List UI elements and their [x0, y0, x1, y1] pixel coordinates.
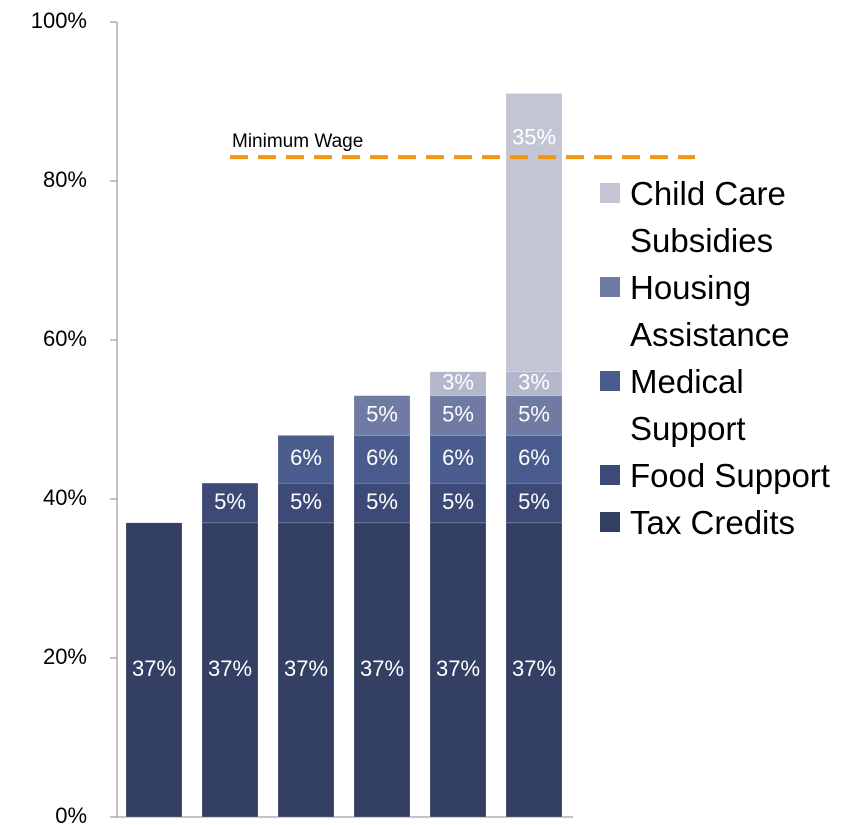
data-label: 37% — [436, 656, 480, 681]
bar-segment — [429, 435, 487, 484]
data-label: 6% — [366, 445, 398, 470]
data-label: 5% — [366, 489, 398, 514]
y-tick-label: 0% — [55, 803, 87, 825]
legend-label: Tax Credits — [630, 504, 796, 541]
data-label: 5% — [518, 489, 550, 514]
bar-segment — [505, 522, 563, 818]
data-label: 5% — [442, 401, 474, 426]
bar-segment — [505, 435, 563, 484]
bar-segment — [353, 482, 411, 524]
bar-segment — [505, 93, 563, 373]
data-label: 3% — [442, 370, 474, 395]
legend-label: Housing Assistance — [630, 269, 790, 353]
legend: Child Care Subsidies Housing Assistance Me… — [600, 170, 840, 546]
legend-swatch — [600, 465, 620, 485]
legend-label: Child Care Subsidies — [630, 175, 786, 259]
data-label: 37% — [360, 656, 404, 681]
legend-label: Food Support — [630, 457, 830, 494]
legend-swatch — [600, 512, 620, 532]
y-tick-label: 20% — [43, 644, 87, 669]
bar-segment — [201, 522, 259, 818]
bar-segment — [505, 395, 563, 436]
bar-segment — [429, 395, 487, 436]
legend-swatch — [600, 183, 620, 203]
legend-item: Child Care Subsidies — [600, 170, 840, 264]
bar-segment — [201, 482, 259, 524]
bar-segment — [429, 482, 487, 524]
data-label: 5% — [442, 489, 474, 514]
bar-segment — [505, 482, 563, 524]
y-tick-label: 40% — [43, 485, 87, 510]
data-label: 5% — [518, 401, 550, 426]
data-label: 3% — [518, 370, 550, 395]
data-label: 5% — [366, 401, 398, 426]
data-label: 37% — [512, 656, 556, 681]
bar-segment — [353, 395, 411, 436]
legend-item: Tax Credits — [600, 499, 840, 546]
data-label: 37% — [208, 656, 252, 681]
data-label: 35% — [512, 124, 556, 149]
y-tick-label: 80% — [43, 167, 87, 192]
data-label: 6% — [518, 445, 550, 470]
y-tick-label: 100% — [31, 8, 87, 33]
legend-item: Medical Support — [600, 358, 840, 452]
data-label: 37% — [132, 656, 176, 681]
legend-swatch — [600, 371, 620, 391]
bar-segment — [353, 522, 411, 818]
data-label: 6% — [290, 445, 322, 470]
data-label: 37% — [284, 656, 328, 681]
data-label: 5% — [214, 489, 246, 514]
reference-label: Minimum Wage — [232, 131, 363, 152]
bar-segment — [353, 435, 411, 484]
bar-segment — [277, 435, 335, 484]
bar-segment — [429, 522, 487, 818]
data-label: 5% — [290, 489, 322, 514]
legend-swatch — [600, 277, 620, 297]
legend-label: Medical Support — [630, 363, 746, 447]
bar-segment — [277, 482, 335, 524]
bar-segment — [125, 522, 183, 818]
data-label: 6% — [442, 445, 474, 470]
legend-item: Food Support — [600, 452, 840, 499]
legend-item: Housing Assistance — [600, 264, 840, 358]
y-tick-label: 60% — [43, 326, 87, 351]
bar-segment — [429, 371, 487, 396]
